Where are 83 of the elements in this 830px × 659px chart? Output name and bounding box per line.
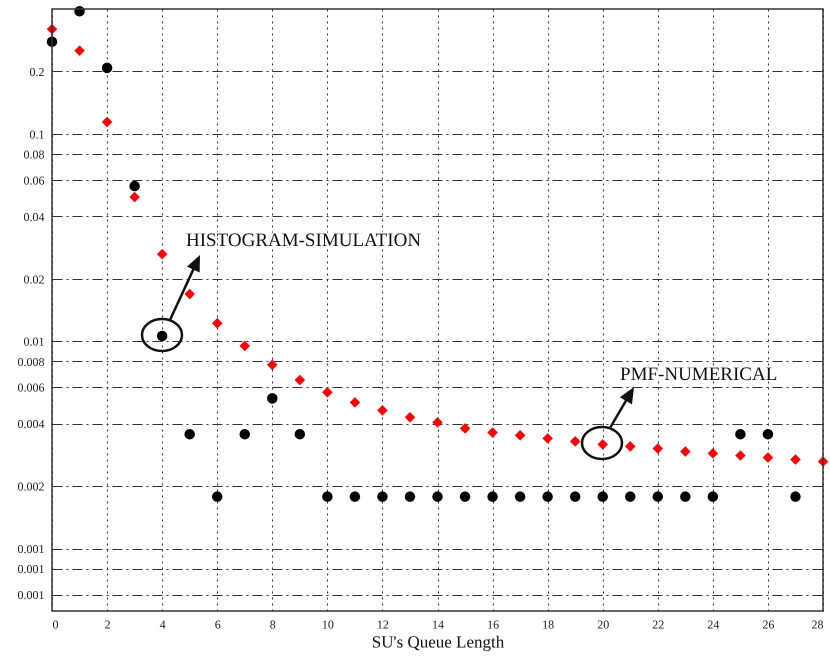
point	[102, 116, 112, 128]
point	[708, 491, 718, 502]
x-tick-label: 0	[52, 618, 58, 632]
y-tick-label: 0.06	[24, 173, 44, 188]
point	[762, 428, 774, 440]
point	[514, 491, 526, 502]
y-tick-label: 0.001	[18, 562, 44, 576]
x-tick-label: 2	[104, 618, 111, 632]
y-tick-label: 0.04	[24, 210, 44, 224]
y-tick-label: 0.006	[18, 380, 44, 395]
point	[680, 446, 691, 457]
point	[377, 491, 388, 502]
point	[790, 454, 801, 465]
point	[377, 405, 388, 416]
point	[129, 192, 140, 202]
y-tick-label: 0.2	[30, 64, 44, 79]
point	[156, 248, 168, 260]
annotation: HISTOGRAM-SIMULATION	[186, 230, 422, 251]
point	[514, 430, 526, 440]
point	[652, 491, 664, 502]
point	[790, 491, 801, 502]
point	[735, 428, 746, 440]
y-tick-label: 0.01	[24, 334, 44, 349]
point	[542, 433, 553, 444]
point	[460, 423, 470, 434]
y-tick-label: 0.008	[18, 354, 44, 369]
point	[212, 491, 222, 502]
x-tick-label: 14	[432, 618, 444, 632]
x-tick-label: 28	[812, 618, 824, 632]
point	[487, 491, 498, 502]
point	[240, 340, 250, 352]
annotation: PMF-NUMERICAL	[620, 364, 778, 385]
point	[735, 450, 746, 461]
point	[597, 491, 608, 502]
point	[404, 412, 416, 422]
point	[294, 374, 306, 386]
x-tick-label: 24	[707, 618, 720, 632]
point	[680, 491, 691, 502]
point	[432, 417, 443, 428]
point	[708, 448, 718, 459]
point	[184, 428, 195, 440]
point	[240, 428, 250, 440]
x-tick-label: 8	[270, 618, 276, 632]
x-tick-label: 12	[376, 618, 389, 632]
point	[762, 452, 774, 463]
point	[350, 397, 360, 408]
point	[404, 491, 416, 502]
point	[102, 62, 112, 74]
point	[322, 491, 333, 502]
point	[570, 436, 580, 447]
point	[570, 491, 580, 502]
y-tick-label: 0.004	[18, 417, 44, 432]
y-tick-label: 0.1	[30, 127, 44, 142]
point	[267, 393, 278, 404]
point	[625, 441, 636, 452]
x-tick-label: 4	[160, 618, 166, 632]
point	[652, 443, 664, 454]
point	[460, 491, 470, 502]
y-tick-label: 0.002	[18, 480, 44, 494]
x-tick-label: 16	[487, 618, 500, 632]
x-tick-label: 20	[597, 618, 610, 632]
point	[267, 360, 278, 370]
point	[212, 318, 222, 329]
point	[322, 387, 333, 398]
point	[350, 491, 360, 502]
x-tick-label: 10	[322, 618, 334, 632]
point	[432, 491, 443, 502]
x-tick-label: 22	[652, 618, 664, 632]
x-tick-label: 18	[542, 618, 554, 632]
point	[487, 427, 498, 438]
x-tick-label: 26	[762, 618, 774, 632]
point	[542, 491, 553, 502]
y-tick-label: 0.08	[24, 147, 44, 162]
point	[184, 288, 195, 300]
x-tick-label: 6	[214, 618, 221, 632]
point	[625, 491, 636, 502]
y-tick-label: 0.001	[18, 542, 44, 556]
point	[294, 428, 306, 440]
y-tick-label: 0.02	[24, 272, 44, 286]
point	[74, 45, 85, 56]
y-tick-label: 0.001	[18, 588, 44, 602]
point	[129, 180, 140, 192]
x-axis-title: SU's Queue Length	[372, 632, 505, 652]
